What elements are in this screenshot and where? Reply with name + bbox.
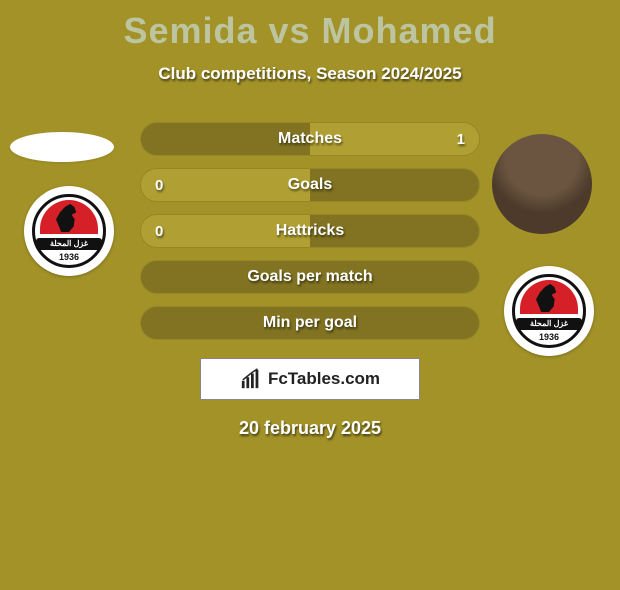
stat-row: Min per goal bbox=[140, 306, 480, 340]
player-right-avatar bbox=[492, 134, 592, 234]
stat-label: Min per goal bbox=[263, 314, 357, 332]
club-left-year: 1936 bbox=[32, 252, 106, 262]
subtitle: Club competitions, Season 2024/2025 bbox=[0, 64, 620, 84]
club-left-badge: غزل المحلة 1936 bbox=[24, 186, 114, 276]
club-right-arabic: غزل المحلة bbox=[516, 318, 582, 330]
stat-row: 0 Goals bbox=[140, 168, 480, 202]
stat-row: 1 Matches bbox=[140, 122, 480, 156]
watermark: FcTables.com bbox=[200, 358, 420, 400]
stat-label: Matches bbox=[278, 130, 342, 148]
club-right-year: 1936 bbox=[512, 332, 586, 342]
stat-left-value: 0 bbox=[155, 177, 163, 194]
player-left-avatar bbox=[10, 132, 114, 162]
stat-label: Hattricks bbox=[276, 222, 344, 240]
stat-label: Goals per match bbox=[247, 268, 372, 286]
stat-label: Goals bbox=[288, 176, 332, 194]
club-right-badge: غزل المحلة 1936 bbox=[504, 266, 594, 356]
bars-icon bbox=[240, 368, 262, 390]
club-left-arabic: غزل المحلة bbox=[36, 238, 102, 250]
stat-right-value: 1 bbox=[457, 131, 465, 148]
stat-row: Goals per match bbox=[140, 260, 480, 294]
date: 20 february 2025 bbox=[0, 418, 620, 439]
page-title: Semida vs Mohamed bbox=[0, 10, 620, 52]
stat-left-value: 0 bbox=[155, 223, 163, 240]
watermark-text: FcTables.com bbox=[268, 369, 380, 389]
stats-container: 1 Matches 0 Goals 0 Hattricks Goals per match M… bbox=[140, 122, 480, 340]
stat-row: 0 Hattricks bbox=[140, 214, 480, 248]
